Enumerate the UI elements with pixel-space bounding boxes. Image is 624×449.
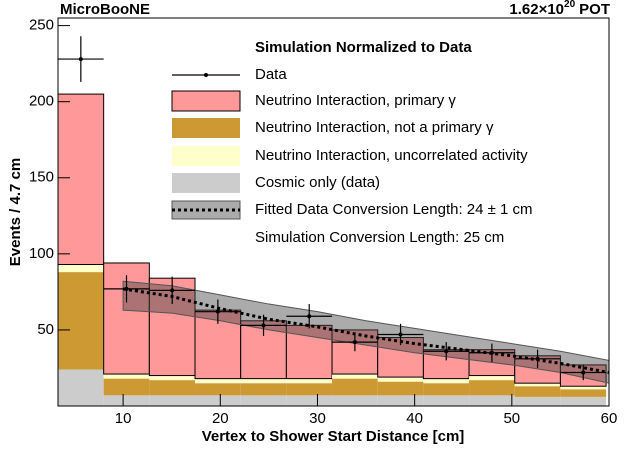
- histogram-segment: [103, 395, 150, 406]
- data-point: [535, 356, 540, 361]
- x-axis-title: Vertex to Shower Start Distance [cm]: [202, 428, 465, 445]
- data-point: [398, 332, 403, 337]
- legend-label: Neutrino Interaction, primary γ: [255, 92, 456, 109]
- histogram-segment: [469, 375, 515, 381]
- legend-data-marker: [204, 73, 208, 77]
- pot-unit: POT: [579, 1, 610, 18]
- chart-title: MicroBooNE: [60, 1, 150, 18]
- pot-base: 1.62×10: [509, 1, 564, 18]
- histogram-segment: [149, 380, 196, 396]
- legend-label: Simulation Conversion Length: 25 cm: [255, 229, 504, 246]
- histogram-segment: [560, 396, 607, 406]
- legend-swatch: [172, 118, 240, 138]
- y-tick-label: 150: [29, 169, 54, 186]
- histogram-segment: [195, 383, 241, 396]
- data-point: [444, 349, 449, 354]
- histogram-segment: [103, 378, 150, 396]
- legend-swatch: [172, 173, 240, 193]
- histogram-segment: [332, 378, 378, 396]
- data-point: [261, 323, 266, 328]
- histogram-segment: [423, 378, 470, 384]
- histogram-segment: [195, 395, 241, 406]
- histogram-segment: [423, 395, 470, 406]
- y-tick-label: 250: [29, 17, 54, 34]
- histogram-segment: [560, 389, 607, 397]
- data-point: [78, 57, 83, 62]
- x-tick-label: 30: [309, 410, 326, 427]
- histogram-segment: [286, 383, 333, 396]
- histogram-segment: [58, 272, 104, 370]
- histogram-segment: [149, 395, 196, 406]
- data-point: [170, 288, 175, 293]
- histogram-segment: [469, 395, 515, 406]
- legend-label: Neutrino Interaction, uncorrelated activ…: [255, 147, 528, 164]
- histogram-segment: [103, 374, 150, 379]
- legend-label: Neutrino Interaction, not a primary γ: [255, 119, 494, 136]
- fit-line: [122, 287, 610, 374]
- histogram-segment: [514, 383, 561, 387]
- legend-swatch: [172, 146, 240, 166]
- histogram-segment: [286, 378, 333, 384]
- x-tick-label: 50: [503, 410, 520, 427]
- histogram-segment: [195, 378, 241, 384]
- legend-swatch: [171, 90, 241, 112]
- histogram-segment: [149, 375, 196, 381]
- histogram-segment: [332, 374, 378, 379]
- histogram-segment: [469, 380, 515, 396]
- histogram-segment: [240, 395, 287, 406]
- plot-frame: [57, 17, 610, 407]
- histogram-segment: [57, 93, 105, 265]
- pot-label: 1.62×1020 POT: [509, 0, 610, 18]
- data-point: [124, 286, 129, 291]
- x-tick-label: 10: [115, 410, 132, 427]
- data-point: [581, 370, 586, 375]
- data-point: [307, 314, 312, 319]
- y-tick-label: 200: [29, 93, 54, 110]
- legend-label: Cosmic only (data): [255, 174, 380, 191]
- histogram-segment: [560, 386, 607, 390]
- histogram-segment: [240, 378, 287, 384]
- legend-fit-band: [171, 200, 241, 220]
- legend-label: Fitted Data Conversion Length: 24 ± 1 cm: [255, 201, 533, 218]
- y-tick-label: 50: [37, 321, 54, 338]
- data-point: [352, 340, 357, 345]
- x-tick-label: 60: [601, 410, 618, 427]
- histogram-segment: [286, 395, 333, 406]
- histogram-segment: [377, 377, 424, 382]
- histogram-segment: [377, 395, 424, 406]
- legend-title: Simulation Normalized to Data: [255, 39, 472, 56]
- x-tick-label: 20: [212, 410, 229, 427]
- histogram-segment: [58, 264, 104, 273]
- histogram-segment: [514, 386, 561, 397]
- y-tick-label: 100: [29, 245, 54, 262]
- histogram-segment: [58, 369, 104, 406]
- x-tick-label: 40: [406, 410, 423, 427]
- histogram-segment: [514, 396, 561, 406]
- y-axis-title: Events / 4.7 cm: [7, 158, 24, 266]
- histogram-segment: [377, 381, 424, 396]
- legend-label: Data: [255, 66, 287, 83]
- data-point: [215, 309, 220, 314]
- histogram-segment: [240, 383, 287, 396]
- histogram-segment: [423, 383, 470, 396]
- histogram-segment: [332, 395, 378, 406]
- pot-exponent: 20: [564, 0, 576, 10]
- data-point: [489, 350, 494, 355]
